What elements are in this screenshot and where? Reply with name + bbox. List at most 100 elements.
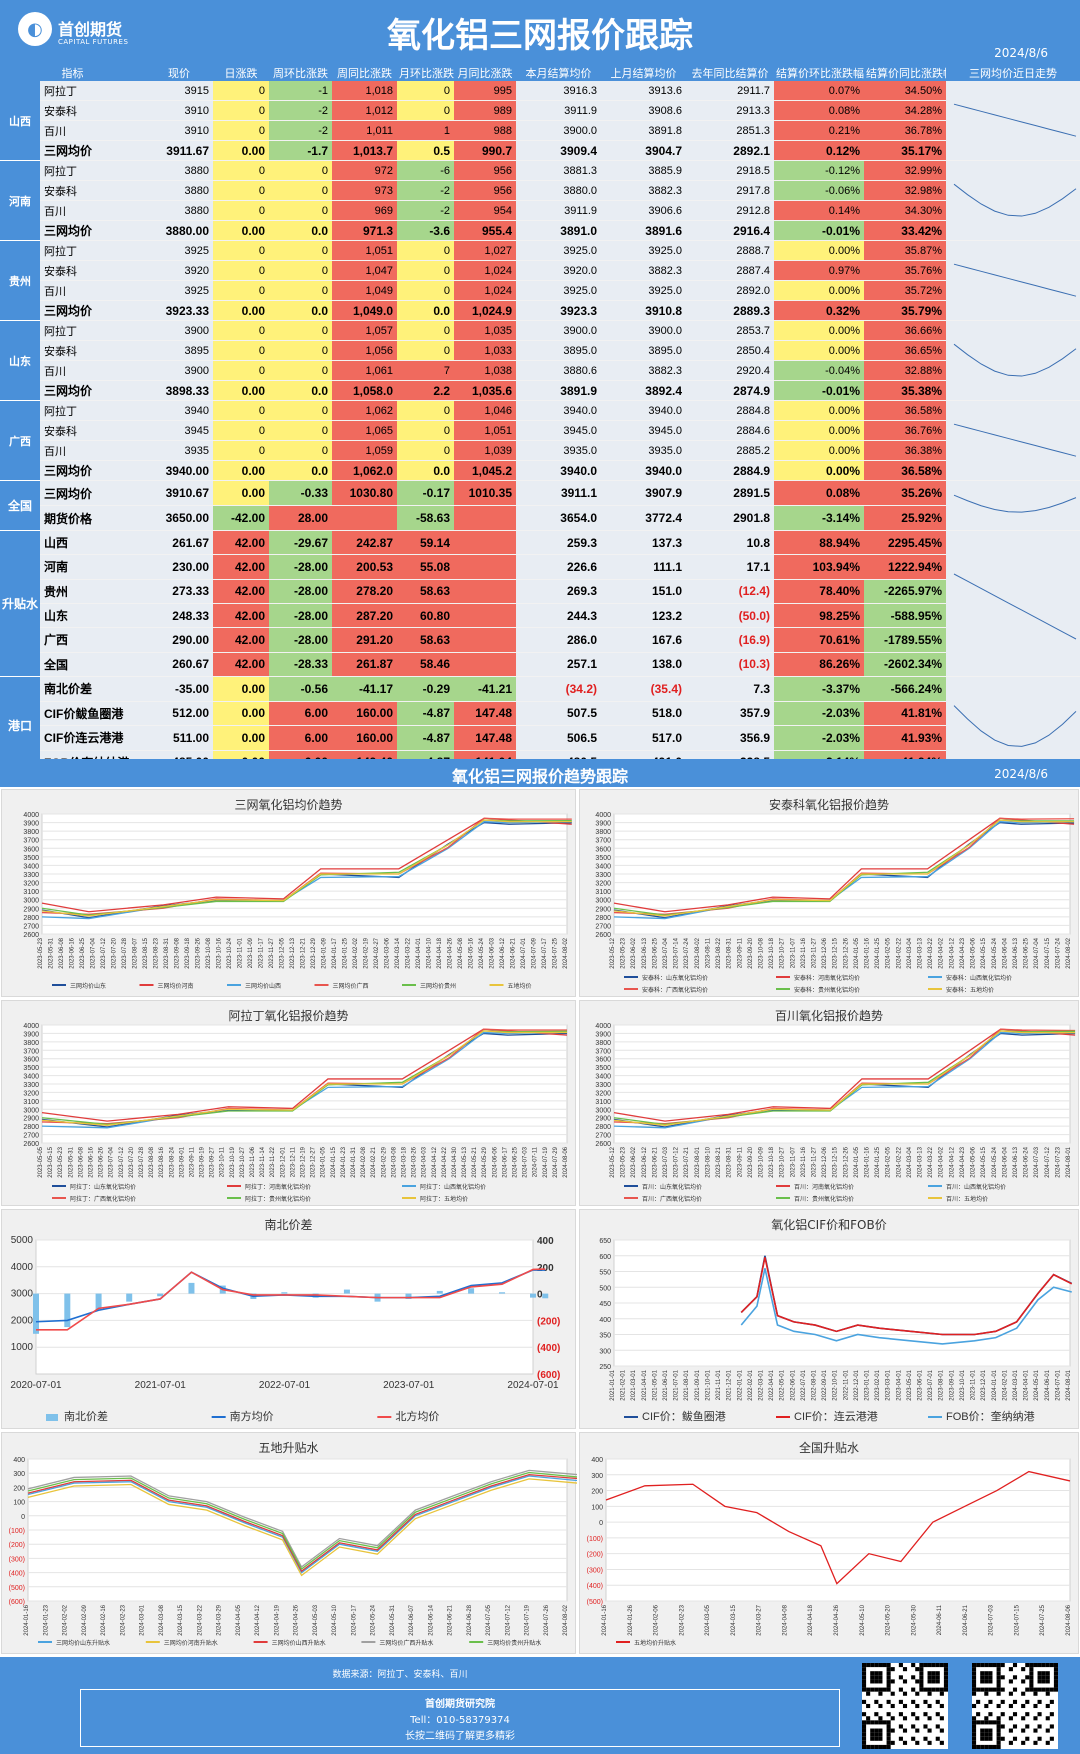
table-cell: 3920.0 [516,260,601,281]
qr-module [980,1675,985,1680]
table-cell: 0.97% [774,260,864,281]
table-row: 广西 290.00 42.00 -28.00 291.20 58.63 286.0 167.6… [0,627,1080,653]
qr-module [1037,1736,1042,1741]
qr-code-2[interactable] [972,1663,1058,1749]
legend-label: 百川：广西氧化铝均价 [642,1195,702,1203]
qr-module [1053,1663,1058,1668]
x-tick-label: 2021-12-01 [727,1369,733,1400]
qr-module [1041,1675,1046,1680]
company-logo-icon: ◐ [18,12,52,46]
qr-module [980,1687,985,1692]
row-label: 全国 [40,652,145,678]
table-cell: 167.6 [601,627,686,653]
y2-tick-label: 400 [537,1236,554,1247]
y-tick-label: 3600 [595,846,611,853]
page-header: ◐ 首创期货 CAPITAL FUTURES 氧化铝三网报价跟踪 2024/8/… [0,0,1080,64]
x-tick-label: 2023-12-06 [822,1146,828,1177]
table-row: 安泰科 3920 0 0 1,047 0 1,024 3920.0 3882.3 2887.4 0.… [0,260,1080,281]
qr-module [996,1675,1001,1680]
qr-module [882,1663,887,1668]
table-cell: -41.17 [332,676,397,702]
table-cell: -3.37% [774,676,864,702]
x-tick-label: 2021-02-01 [621,1369,627,1400]
qr-module [886,1720,891,1725]
qr-module [866,1663,871,1668]
qr-module [1008,1740,1013,1745]
x-tick-label: 2021-05-01 [652,1369,658,1400]
qr-module [980,1744,985,1749]
qr-code-1[interactable] [862,1663,948,1749]
table-cell: -28.00 [269,627,332,653]
x-tick-label: 2023-09-27 [210,1146,216,1177]
y-tick-label: 2600 [595,932,611,939]
x-tick-label: 2023-09-19 [200,1146,206,1177]
x-tick-label: 2024-02-06 [654,1604,660,1635]
qr-module [984,1728,989,1733]
x-tick-label: 2024-06-25 [1024,937,1030,968]
table-cell: 3898.33 [145,380,213,401]
x-tick-label: 2023-08-01 [695,1146,701,1177]
qr-module [911,1736,916,1741]
x-tick-label: 2023-07-01 [928,1369,934,1400]
legend-label: 阿拉丁：山西氧化铝均价 [420,1183,486,1191]
y-tick-label: (400) [587,1583,603,1590]
x-tick-label: 2023-07-12 [674,1146,680,1177]
table-row: 三网均价 3911.67 0.00 -1.7 1,013.7 0.5 990.7 3909.4… [0,140,1080,161]
row-label: 山东 [40,603,145,629]
x-tick-label: 2023-11-17 [259,937,265,968]
qr-module [1053,1671,1058,1676]
qr-module [874,1687,879,1692]
table-cell: 3945.0 [601,420,686,441]
x-tick-label: 2023-09-01 [949,1369,955,1400]
table-cell: (50.0) [686,603,774,629]
table-cell: 0 [213,160,269,181]
x-tick-label: 2024-04-08 [782,1604,788,1635]
table-cell: -41.21 [454,676,516,702]
x-tick-label: 2023-12-29 [311,937,317,968]
qr-module [1029,1683,1034,1688]
qr-module [984,1744,989,1749]
x-tick-label: 2024-08-01 [1066,1146,1072,1177]
x-tick-label: 2024-07-03 [989,1604,995,1635]
table-cell: 3945 [145,420,213,441]
table-cell: -35.00 [145,676,213,702]
qr-module [988,1720,993,1725]
x-tick-label: 2023-11-14 [260,1146,266,1177]
series-line [613,819,1075,917]
legend-label: 三网均价山西 [245,982,281,990]
legend-label: 安泰科：贵州氧化铝均价 [794,986,860,994]
table-cell: 3880 [145,200,213,221]
y-tick-label: 3800 [595,1040,611,1047]
x-tick-label: 2023-06-16 [70,937,76,968]
table-row: 百川 3910 0 -2 1,011 1 988 3900.0 3891.8 2851.3 0.21… [0,120,1080,142]
table-cell: 357.9 [686,701,774,726]
trend-sparkline [953,573,1077,640]
table-cell: 0.0 [397,460,454,481]
x-tick-label: 2024-02-29 [381,1146,387,1177]
qr-module [1021,1740,1026,1745]
y-tick-label: 4000 [595,1023,611,1030]
qr-module [1033,1740,1038,1745]
x-tick-label: 2023-12-27 [311,1146,317,1177]
qr-module [996,1667,1001,1672]
x-tick-label: 2024-06-28 [467,1604,473,1635]
x-tick-label: 2023-10-16 [217,937,223,968]
qr-module [878,1663,883,1668]
qr-module [996,1691,1001,1696]
chart-title: 百川氧化铝报价趋势 [774,1009,883,1023]
qr-module [1029,1675,1034,1680]
qr-module [1041,1671,1046,1676]
x-tick-label: 2022-06-01 [790,1369,796,1400]
x-tick-label: 2024-07-19 [543,1146,549,1177]
qr-module [939,1716,944,1721]
x-tick-label: 2023-05-15 [48,1146,54,1177]
x-tick-label: 2024-04-18 [437,937,443,968]
table-cell: 111.1 [601,554,686,580]
table-cell: 36.78% [864,120,946,142]
x-tick-label: 2024-06-04 [1002,1146,1008,1177]
legend-label: 北方均价 [395,1409,439,1423]
table-row: 安泰科 3910 0 -2 1,012 0 989 3911.9 3908.6 2913.3 0.0… [0,100,1080,122]
qr-module [886,1712,891,1717]
qr-module [866,1720,871,1725]
